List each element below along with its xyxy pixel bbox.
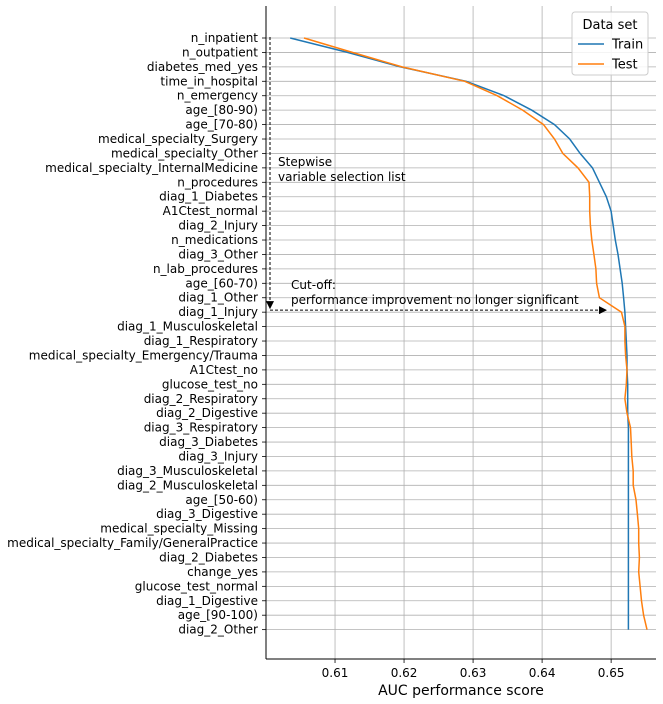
y-tick-label-n-emergency: n_emergency: [177, 89, 258, 103]
y-tick-label-diag-1-respiratory: diag_1_Respiratory: [144, 334, 258, 348]
y-tick-label-n-procedures: n_procedures: [177, 175, 258, 189]
y-tick-label-time-in-hospital: time_in_hospital: [160, 74, 258, 88]
y-tick-label-n-medications: n_medications: [171, 233, 258, 247]
y-tick-label-diag-3-digestive: diag_3_Digestive: [156, 507, 258, 521]
x-tick-label: 0.65: [598, 666, 625, 680]
y-tick-label-diag-2-diabetes: diag_2_Diabetes: [159, 550, 258, 564]
y-tick-label-a1ctest-normal: A1Ctest_normal: [163, 204, 258, 218]
y-tick-label-diag-1-injury: diag_1_Injury: [178, 305, 258, 319]
y-tick-label-medical-specialty-internalmedicine: medical_specialty_InternalMedicine: [45, 161, 258, 175]
cutoff-annotation-line: performance improvement no longer signif…: [291, 293, 579, 307]
y-tick-label-n-outpatient: n_outpatient: [182, 45, 258, 59]
x-tick-label: 0.63: [460, 666, 487, 680]
y-tick-label-glucose-test-no: glucose_test_no: [162, 377, 258, 391]
y-tick-label-age-80-90: age_[80-90): [185, 103, 258, 117]
x-tick-label: 0.62: [391, 666, 418, 680]
y-tick-label-diag-1-musculoskeletal: diag_1_Musculoskeletal: [117, 320, 258, 334]
legend-box: [571, 11, 649, 76]
y-tick-label-age-70-80: age_[70-80): [185, 118, 258, 132]
stepwise-annotation-line: variable selection list: [278, 170, 406, 184]
y-tick-label-diag-2-musculoskeletal: diag_2_Musculoskeletal: [117, 478, 258, 492]
axes-layer: n_inpatientn_outpatientdiabetes_med_yest…: [7, 6, 656, 699]
y-tick-label-medical-specialty-emergency-trauma: medical_specialty_Emergency/Trauma: [29, 348, 258, 362]
series-line-test: [303, 37, 648, 630]
y-tick-label-medical-specialty-family-generalpractice: medical_specialty_Family/GeneralPractice: [7, 536, 258, 550]
y-tick-label-age-90-100: age_[90-100): [178, 608, 258, 622]
y-tick-label-age-50-60: age_[50-60): [185, 493, 258, 507]
y-tick-label-medical-specialty-surgery: medical_specialty_Surgery: [98, 132, 258, 146]
y-tick-label-medical-specialty-other: medical_specialty_Other: [111, 146, 258, 160]
y-tick-label-diag-1-other: diag_1_Other: [178, 291, 258, 305]
y-tick-label-diag-3-diabetes: diag_3_Diabetes: [159, 435, 258, 449]
y-tick-label-diag-3-injury: diag_3_Injury: [178, 449, 258, 463]
legend: Data set Train Test: [571, 11, 649, 76]
series-layer: [290, 37, 648, 630]
legend-title: Data set: [582, 18, 637, 33]
cutoff-annotation-line: Cut-off:: [291, 278, 336, 292]
y-tick-label-diag-3-other: diag_3_Other: [178, 247, 258, 261]
y-tick-label-age-60-70: age_[60-70): [185, 276, 258, 290]
y-tick-label-diag-3-respiratory: diag_3_Respiratory: [144, 421, 258, 435]
x-axis-title: AUC performance score: [378, 683, 544, 699]
y-tick-label-diag-2-respiratory: diag_2_Respiratory: [144, 392, 258, 406]
grid-layer: [266, 6, 656, 659]
stepwise-annotation-line: Stepwise: [278, 155, 332, 169]
y-tick-label-diag-2-digestive: diag_2_Digestive: [156, 406, 258, 420]
series-line-train: [290, 37, 630, 630]
y-tick-label-n-lab-procedures: n_lab_procedures: [153, 262, 258, 276]
legend-label-test: Test: [611, 58, 638, 73]
y-tick-label-diag-1-digestive: diag_1_Digestive: [156, 594, 258, 608]
x-tick-label: 0.61: [322, 666, 349, 680]
y-tick-label-diag-3-musculoskeletal: diag_3_Musculoskeletal: [117, 464, 258, 478]
y-tick-label-a1ctest-no: A1Ctest_no: [190, 363, 258, 377]
y-tick-label-medical-specialty-missing: medical_specialty_Missing: [100, 522, 258, 536]
x-tick-label: 0.64: [529, 666, 556, 680]
y-tick-label-diag-2-injury: diag_2_Injury: [178, 219, 258, 233]
legend-label-train: Train: [611, 38, 643, 53]
y-tick-label-diabetes-med-yes: diabetes_med_yes: [147, 60, 258, 74]
y-tick-label-diag-2-other: diag_2_Other: [178, 623, 258, 637]
y-tick-label-diag-1-diabetes: diag_1_Diabetes: [159, 190, 258, 204]
y-tick-label-glucose-test-normal: glucose_test_normal: [135, 579, 258, 593]
y-tick-label-n-inpatient: n_inpatient: [191, 31, 259, 45]
y-tick-label-change-yes: change_yes: [187, 565, 258, 579]
